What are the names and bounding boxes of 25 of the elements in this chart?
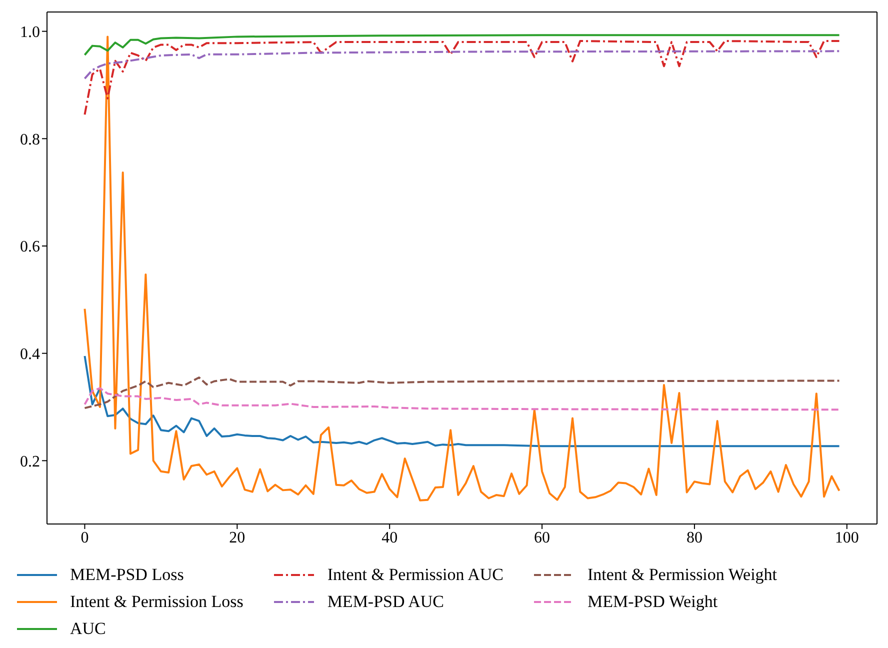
line-series bbox=[84, 355, 840, 448]
legend-label: MEM-PSD AUC bbox=[327, 592, 444, 612]
y-tick-label: 1.0 bbox=[20, 24, 40, 41]
legend-label: Intent & Permission Loss bbox=[70, 592, 244, 612]
legend-label: Intent & Permission Weight bbox=[587, 564, 778, 584]
legend-label: MEM-PSD Loss bbox=[70, 564, 184, 584]
x-tick-label: 40 bbox=[382, 529, 398, 546]
legend-label: MEM-PSD Weight bbox=[587, 592, 718, 612]
y-tick-label: 0.8 bbox=[20, 131, 40, 148]
y-tick-label: 0.2 bbox=[20, 453, 40, 470]
line-series bbox=[84, 50, 840, 80]
x-tick-label: 100 bbox=[834, 529, 859, 546]
line-series bbox=[84, 387, 840, 411]
legend-label: AUC bbox=[70, 618, 106, 638]
y-tick-label: 0.4 bbox=[20, 346, 40, 364]
x-tick-label: 80 bbox=[686, 529, 702, 546]
x-tick-label: 60 bbox=[534, 529, 550, 546]
line-series bbox=[84, 40, 840, 116]
line-series bbox=[84, 34, 840, 56]
legend-label: Intent & Permission AUC bbox=[327, 564, 504, 584]
line-series bbox=[84, 36, 840, 502]
line-series bbox=[84, 376, 840, 410]
x-tick-label: 20 bbox=[229, 529, 246, 546]
y-tick-label: 0.6 bbox=[20, 238, 40, 256]
x-tick-label: 0 bbox=[80, 529, 89, 546]
